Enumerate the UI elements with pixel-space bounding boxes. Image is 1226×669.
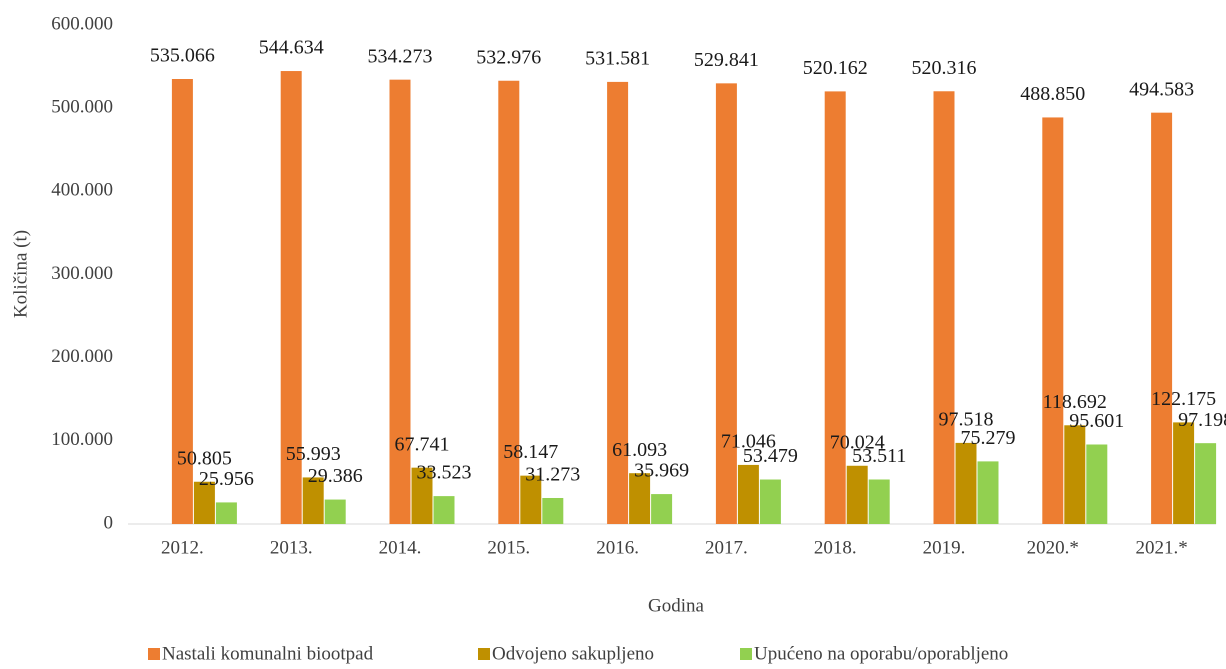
data-label: 58.147 <box>503 441 558 463</box>
data-label: 531.581 <box>585 47 650 69</box>
bar <box>1195 443 1217 524</box>
y-tick-label: 0 <box>104 512 114 533</box>
data-label: 29.386 <box>308 465 363 487</box>
bar <box>302 477 324 524</box>
data-label: 122.175 <box>1151 388 1216 410</box>
data-label: 494.583 <box>1129 78 1194 100</box>
legend-swatch <box>740 648 752 660</box>
data-label: 55.993 <box>286 443 341 465</box>
data-label: 31.273 <box>525 464 580 486</box>
data-label: 33.523 <box>417 462 472 484</box>
bar <box>542 497 564 524</box>
bar <box>846 465 868 524</box>
data-label: 488.850 <box>1020 83 1085 105</box>
data-label: 97.198 <box>1178 409 1226 431</box>
bar <box>977 461 999 524</box>
bar <box>955 442 977 524</box>
bar <box>737 464 759 524</box>
y-tick-label: 200.000 <box>51 346 113 367</box>
x-tick-label: 2017. <box>705 537 748 558</box>
bar <box>324 499 346 524</box>
bar <box>715 83 737 524</box>
x-axis-title: Godina <box>648 595 705 616</box>
bar <box>520 475 542 524</box>
bar <box>868 479 890 524</box>
y-tick-label: 600.000 <box>51 13 113 34</box>
data-label: 75.279 <box>961 427 1016 449</box>
data-label: 97.518 <box>939 408 994 430</box>
data-label: 70.024 <box>830 431 885 453</box>
bar <box>171 79 193 524</box>
data-label: 520.162 <box>803 57 868 79</box>
data-label: 95.601 <box>1069 410 1124 432</box>
data-label: 25.956 <box>199 468 254 490</box>
data-label: 544.634 <box>259 37 324 59</box>
y-tick-label: 400.000 <box>51 180 113 201</box>
data-label: 534.273 <box>368 45 433 67</box>
legend-label: Nastali komunalni biootpad <box>162 643 374 664</box>
y-tick-label: 500.000 <box>51 97 113 118</box>
x-tick-label: 2020.* <box>1027 537 1079 558</box>
data-label: 67.741 <box>395 433 450 455</box>
bar <box>759 479 781 524</box>
x-tick-label: 2019. <box>923 537 966 558</box>
data-label: 520.316 <box>912 57 977 79</box>
data-label: 118.692 <box>1043 391 1107 413</box>
x-tick-label: 2014. <box>379 537 422 558</box>
y-axis-title: Količina (t) <box>10 230 31 318</box>
data-label: 53.511 <box>852 445 906 467</box>
bar <box>1173 422 1195 524</box>
data-label: 35.969 <box>634 460 689 482</box>
x-tick-label: 2016. <box>596 537 639 558</box>
x-tick-label: 2015. <box>487 537 530 558</box>
x-tick-label: 2012. <box>161 537 204 558</box>
bar <box>1151 112 1173 524</box>
x-tick-label: 2018. <box>814 537 857 558</box>
bar <box>1086 444 1108 524</box>
data-label: 532.976 <box>476 46 541 68</box>
x-tick-label: 2021.* <box>1135 537 1187 558</box>
legend-label: Upućeno na oporabu/oporabljeno <box>754 643 1008 664</box>
bar <box>651 494 673 524</box>
bar <box>280 71 302 525</box>
bar <box>389 79 411 524</box>
bar <box>824 91 846 524</box>
bar <box>933 91 955 525</box>
data-label: 529.841 <box>694 49 759 71</box>
data-label: 50.805 <box>177 447 232 469</box>
bar <box>433 496 455 524</box>
data-label: 535.066 <box>150 45 215 67</box>
data-label: 61.093 <box>612 439 667 461</box>
y-tick-label: 100.000 <box>51 429 113 450</box>
bar <box>498 80 520 524</box>
bar <box>607 81 629 525</box>
legend-swatch <box>478 648 490 660</box>
bar <box>629 473 651 524</box>
legend-label: Odvojeno sakupljeno <box>492 643 654 664</box>
bar <box>1042 117 1064 524</box>
x-tick-label: 2013. <box>270 537 313 558</box>
bar <box>193 481 215 524</box>
bar <box>411 467 433 524</box>
legend-swatch <box>148 648 160 660</box>
bar <box>215 502 237 524</box>
data-label: 71.046 <box>721 431 776 453</box>
data-label: 53.479 <box>743 445 798 467</box>
y-tick-label: 300.000 <box>51 263 113 284</box>
bar <box>1064 425 1086 524</box>
